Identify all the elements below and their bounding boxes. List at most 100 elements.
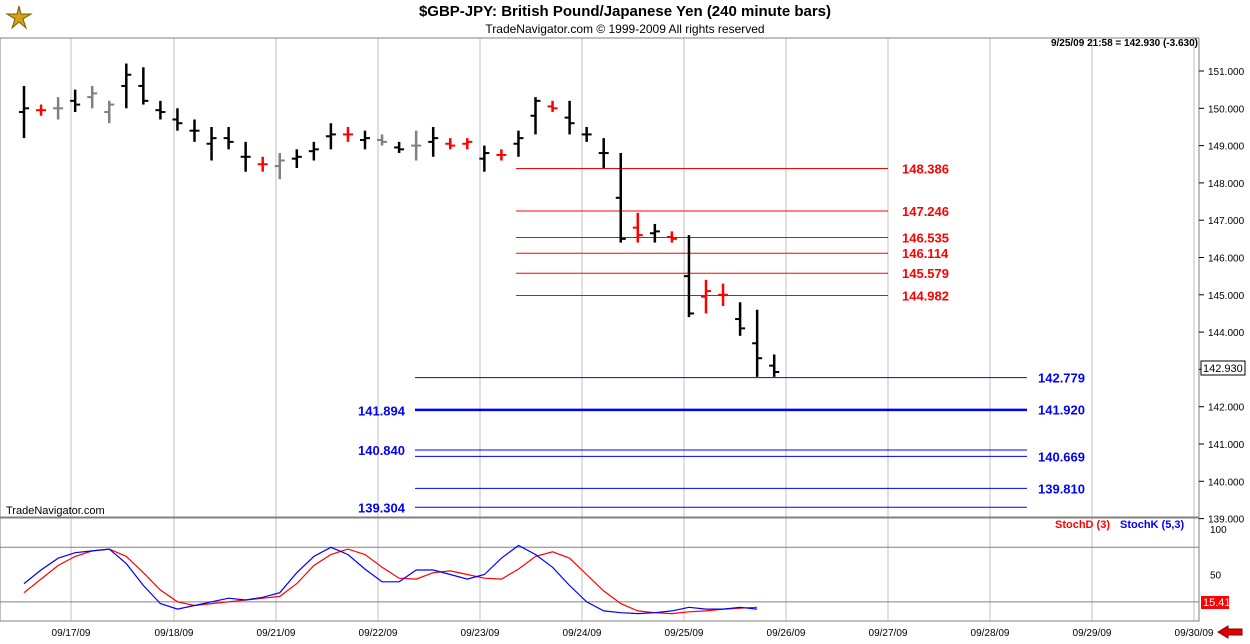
- chart-title: $GBP-JPY: British Pound/Japanese Yen (24…: [418, 3, 832, 20]
- ohlc-bar: [257, 156, 268, 172]
- ohlc-bar: [735, 302, 746, 336]
- x-tick-label: 09/26/09: [767, 628, 806, 639]
- ohlc-bar: [683, 235, 694, 318]
- ohlc-bar: [70, 89, 81, 113]
- ohlc-bar: [138, 67, 149, 105]
- ohlc-bar: [581, 126, 592, 142]
- resistance-label: 144.982: [902, 288, 949, 303]
- support-label: 140.840: [358, 443, 405, 458]
- last-price-label: 142.930: [1203, 363, 1243, 375]
- ohlc-bar: [155, 100, 166, 120]
- ohlc-bar: [325, 123, 336, 150]
- ohlc-bar: [342, 126, 353, 142]
- ohlc-bar: [172, 108, 183, 131]
- y-tick-label: 147.000: [1208, 216, 1245, 227]
- resistance-label: 145.579: [902, 266, 949, 281]
- ohlc-bar: [496, 149, 507, 161]
- stoch-series: [23, 544, 758, 615]
- ohlc-bar: [530, 97, 541, 135]
- ohlc-bar: [19, 85, 29, 139]
- stoch-value-box: [1201, 596, 1229, 609]
- stoch-tick-label: 50: [1210, 571, 1222, 582]
- price-axis: 151.000 150.000 149.000 148.000 147.000 146.0…: [1199, 67, 1245, 526]
- ohlc-bar: [649, 223, 660, 243]
- support-label: 141.894: [358, 404, 406, 419]
- x-tick-label: 09/30/09: [1175, 628, 1214, 639]
- ohlc-bar: [547, 100, 558, 113]
- ohlc-bar: [513, 130, 524, 157]
- x-tick-label: 09/18/09: [155, 628, 194, 639]
- ohlc-bar: [718, 283, 729, 306]
- y-tick-label: 146.000: [1208, 254, 1245, 265]
- logo-icon[interactable]: [4, 4, 34, 32]
- ohlc-bar: [189, 119, 200, 142]
- support-label: 142.779: [1038, 371, 1085, 386]
- last-price-box: [1200, 360, 1246, 376]
- ohlc-bar: [223, 126, 234, 150]
- ohlc-bar: [632, 212, 643, 243]
- ohlc-bar: [411, 130, 422, 161]
- resistance-label: 146.535: [902, 231, 949, 246]
- y-tick-label: 141.000: [1208, 440, 1245, 451]
- chart-subtitle: TradeNavigator.com © 1999-2009 All right…: [485, 22, 765, 36]
- y-tick-label: 142.000: [1208, 403, 1245, 414]
- ohlc-bar: [462, 138, 473, 150]
- stoch-k-legend: StochK (5,3): [1120, 519, 1185, 531]
- ohlc-bar: [428, 126, 439, 157]
- x-tick-label: 09/23/09: [461, 628, 500, 639]
- ohlc-bar: [666, 231, 677, 243]
- ohlc-bar: [598, 138, 609, 168]
- ohlc-bar: [479, 145, 490, 172]
- ohlc-bar: [701, 279, 711, 314]
- ohlc-bar: [206, 126, 217, 161]
- support-label: 140.669: [1038, 449, 1085, 464]
- resistance-label: 148.386: [902, 162, 949, 177]
- date-axis: 09/17/09 09/18/09 09/21/09 09/22/09 09/23/09…: [52, 628, 1214, 639]
- x-tick-label: 09/17/09: [52, 628, 91, 639]
- price-bars: [19, 63, 780, 377]
- x-tick-label: 09/27/09: [869, 628, 908, 639]
- ohlc-bar: [769, 354, 780, 377]
- ohlc-bar: [360, 130, 370, 150]
- ohlc-bar: [240, 141, 251, 172]
- ohlc-bar: [274, 153, 285, 180]
- price-panel-border: [0, 37, 1200, 518]
- y-tick-label: 151.000: [1208, 67, 1245, 78]
- x-tick-label: 09/24/09: [563, 628, 602, 639]
- y-tick-label: 139.000: [1208, 515, 1245, 526]
- y-tick-label: 148.000: [1208, 179, 1245, 190]
- resistance-label: 147.246: [902, 204, 949, 219]
- x-tick-label: 09/22/09: [359, 628, 398, 639]
- y-tick-label: 149.000: [1208, 142, 1245, 153]
- ohlc-bar: [752, 309, 763, 377]
- ohlc-bar: [36, 104, 47, 116]
- ohlc-bar: [394, 141, 405, 154]
- y-tick-label: 150.000: [1208, 104, 1245, 115]
- support-label: 141.920: [1038, 403, 1085, 418]
- grid: [70, 38, 1195, 621]
- scroll-right-arrow-icon[interactable]: [1216, 625, 1244, 639]
- stoch-d-legend: StochD (3): [1055, 519, 1110, 531]
- brand-watermark: TradeNavigator.com: [6, 505, 105, 517]
- ohlc-bar: [445, 138, 456, 150]
- y-tick-label: 145.000: [1208, 291, 1245, 302]
- ohlc-bar: [308, 141, 319, 161]
- stoch-panel-border: [0, 517, 1200, 622]
- y-tick-label: 140.000: [1208, 477, 1245, 488]
- ohlc-bar: [291, 149, 302, 168]
- stoch-value-label: 15.41: [1203, 597, 1231, 609]
- stoch-tick-label: 100: [1210, 525, 1227, 536]
- y-tick-label: 144.000: [1208, 328, 1245, 339]
- support-label: 139.810: [1038, 481, 1085, 496]
- timestamp-readout: 9/25/09 21:58 = 142.930 (-3.630): [1050, 38, 1198, 49]
- ohlc-bar: [377, 134, 388, 146]
- ohlc-bar: [104, 100, 115, 124]
- resistance-label: 146.114: [902, 246, 949, 261]
- ohlc-bar: [615, 153, 626, 243]
- x-tick-label: 09/21/09: [257, 628, 296, 639]
- ohlc-bar: [87, 85, 98, 109]
- support-label: 139.304: [358, 500, 406, 515]
- stochastic-panel: 100 50: [0, 525, 1227, 615]
